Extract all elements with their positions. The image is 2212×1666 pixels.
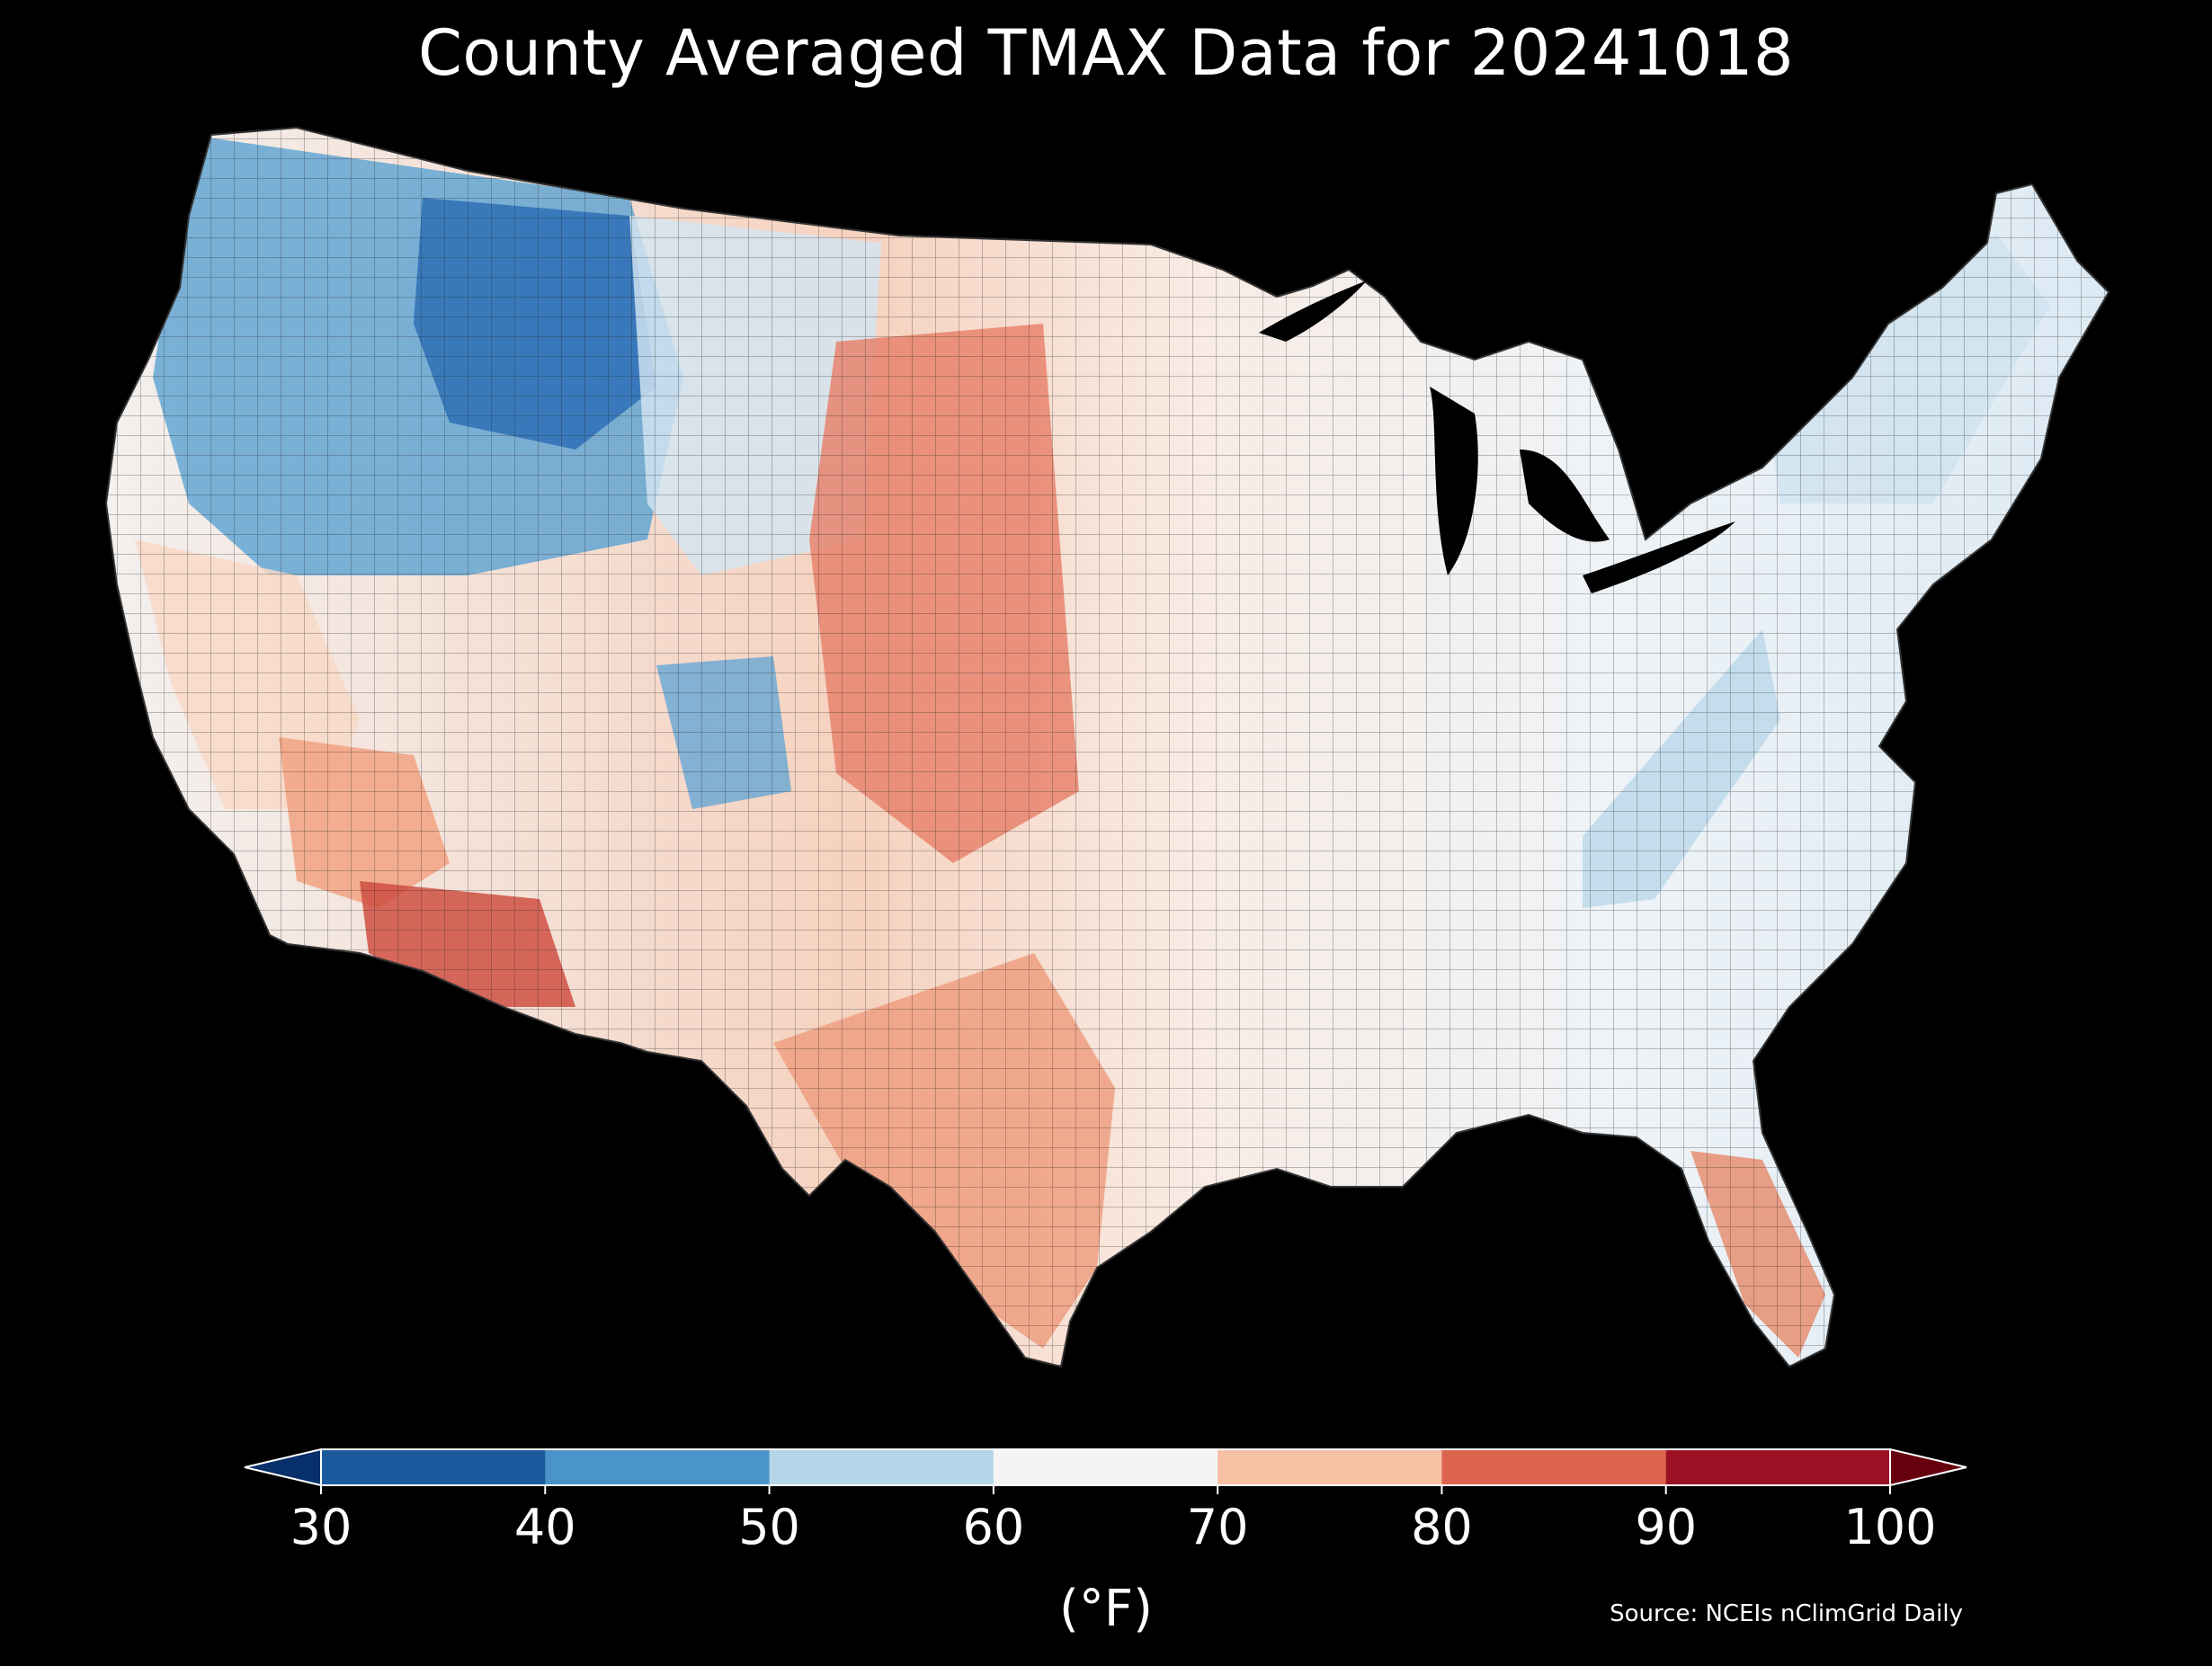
colorbar-tick-label: 50 (738, 1499, 800, 1555)
colorbar-segment (1217, 1449, 1442, 1485)
colorbar-unit-label: (°F) (1059, 1580, 1153, 1638)
colorbar-segment (1665, 1449, 1891, 1485)
colorbar-over-arrow (1889, 1448, 1967, 1487)
colorbar-tick-label: 100 (1843, 1499, 1936, 1555)
colorbar-segment (321, 1449, 546, 1485)
conus-county-fill (106, 128, 2109, 1367)
colorbar-segment (993, 1449, 1218, 1485)
colorbar: 30 40 50 60 70 80 90 100 (°F) (244, 1448, 1967, 1638)
colorbar-segment (1441, 1449, 1667, 1485)
great-lakes (1259, 281, 1735, 593)
colorbar-segment (545, 1449, 771, 1485)
colorbar-tick-label: 70 (1187, 1499, 1249, 1555)
colorbar-tick-label: 90 (1635, 1499, 1697, 1555)
colorbar-segment (769, 1449, 995, 1485)
colorbar-tick-label: 30 (290, 1499, 352, 1555)
colorbar-under-arrow (244, 1448, 322, 1487)
colorbar-tick-label: 80 (1411, 1499, 1473, 1555)
county-boundaries (106, 128, 2109, 1367)
colorbar-tick-label: 40 (514, 1499, 576, 1555)
map-title: County Averaged TMAX Data for 20241018 (417, 16, 1795, 90)
colorbar-tick-label: 60 (962, 1499, 1024, 1555)
source-note: Source: NCEIs nClimGrid Daily (1610, 1600, 1963, 1627)
